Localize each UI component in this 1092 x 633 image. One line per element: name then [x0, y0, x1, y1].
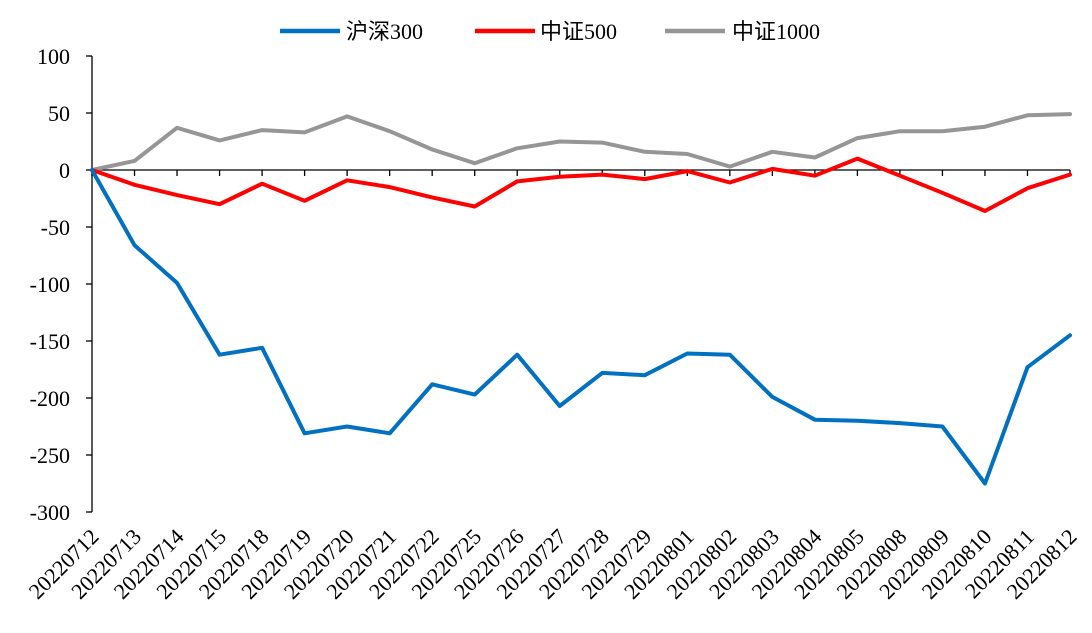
y-tick-label: -200	[30, 386, 70, 411]
y-tick-label: -50	[41, 215, 70, 240]
series-layer	[90, 112, 1072, 486]
legend-label: 中证500	[540, 19, 617, 44]
y-tick-label: 0	[59, 158, 70, 183]
series-line-1	[90, 156, 1072, 213]
legend: 沪深300 中证500 中证1000	[280, 19, 820, 44]
series-line-2	[90, 112, 1072, 172]
series-line-0	[90, 168, 1072, 486]
legend-label: 中证1000	[732, 19, 820, 44]
legend-label: 沪深300	[346, 19, 423, 44]
y-tick-label: -100	[30, 272, 70, 297]
y-tick-label: 100	[37, 44, 70, 69]
y-tick-label: -300	[30, 500, 70, 525]
y-tick-label: -250	[30, 443, 70, 468]
y-tick-label: 50	[48, 101, 70, 126]
y-tick-label: -150	[30, 329, 70, 354]
